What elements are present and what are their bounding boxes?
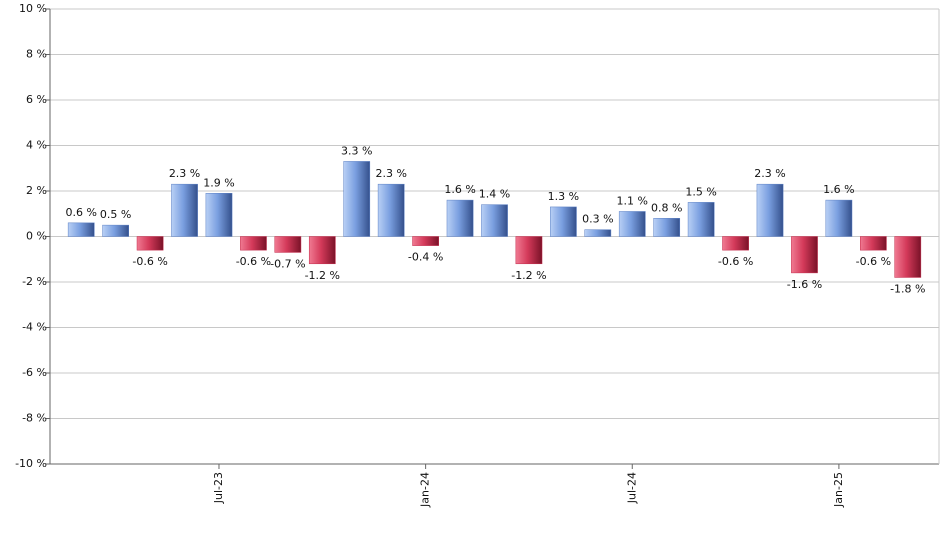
bar xyxy=(136,236,164,251)
bar xyxy=(67,222,95,237)
value-label: 1.4 % xyxy=(479,188,510,201)
bar xyxy=(171,183,198,237)
value-label: 1.1 % xyxy=(617,194,648,207)
value-label: 0.8 % xyxy=(651,201,682,214)
y-tick-label: -4 % xyxy=(22,321,47,334)
bar xyxy=(722,236,749,251)
value-label: 0.6 % xyxy=(65,206,96,219)
value-label: 3.3 % xyxy=(341,144,372,157)
y-tick-label: -6 % xyxy=(22,366,47,379)
value-label: 2.3 % xyxy=(375,167,406,180)
value-label: 1.6 % xyxy=(444,183,475,196)
bar xyxy=(791,236,818,274)
bar xyxy=(894,236,922,278)
y-tick-label: 10 % xyxy=(19,2,47,15)
value-label: 0.5 % xyxy=(100,208,131,221)
bar xyxy=(550,206,577,237)
bar xyxy=(618,211,646,237)
value-label: 1.6 % xyxy=(823,183,854,196)
bar xyxy=(446,199,474,237)
value-label: -0.7 % xyxy=(270,257,305,270)
y-tick-label: 2 % xyxy=(26,184,47,197)
value-label: 0.3 % xyxy=(582,213,613,226)
value-label: -0.6 % xyxy=(718,255,753,268)
value-label: -0.4 % xyxy=(408,251,443,264)
bar xyxy=(825,199,853,237)
value-label: -1.8 % xyxy=(890,282,925,295)
x-tick-label: Jul-24 xyxy=(625,472,638,504)
y-tick-label: -8 % xyxy=(22,412,47,425)
value-label: 2.3 % xyxy=(754,167,785,180)
bar xyxy=(412,236,439,246)
y-tick-label: -2 % xyxy=(22,275,47,288)
value-label: -0.6 % xyxy=(236,255,271,268)
bar xyxy=(584,229,612,237)
bar xyxy=(240,236,267,251)
bar xyxy=(377,183,405,237)
value-label: 2.3 % xyxy=(169,167,200,180)
value-label: -0.6 % xyxy=(132,255,167,268)
bar xyxy=(102,224,129,237)
bar xyxy=(756,183,784,237)
bar xyxy=(274,236,302,253)
value-label: 1.9 % xyxy=(203,176,234,189)
value-label: -1.2 % xyxy=(305,269,340,282)
bar xyxy=(308,236,336,265)
x-tick-label: Jul-23 xyxy=(212,472,225,504)
bar xyxy=(205,193,233,237)
y-tick-label: 8 % xyxy=(26,48,47,61)
bar xyxy=(687,202,715,237)
bar xyxy=(515,236,543,265)
value-label: -1.6 % xyxy=(787,278,822,291)
y-tick-label: 6 % xyxy=(26,93,47,106)
x-tick-label: Jan-25 xyxy=(832,472,845,508)
x-tick-label: Jan-24 xyxy=(419,472,432,508)
value-label: -1.2 % xyxy=(511,269,546,282)
bar xyxy=(653,218,681,237)
y-tick-label: 4 % xyxy=(26,139,47,152)
y-tick-label: 0 % xyxy=(26,230,47,243)
value-label: -0.6 % xyxy=(856,255,891,268)
value-label: 1.5 % xyxy=(685,185,716,198)
value-label: 1.3 % xyxy=(548,190,579,203)
y-tick-label: -10 % xyxy=(15,457,47,470)
bar xyxy=(343,161,371,237)
bar xyxy=(860,236,887,251)
bar xyxy=(481,204,508,237)
